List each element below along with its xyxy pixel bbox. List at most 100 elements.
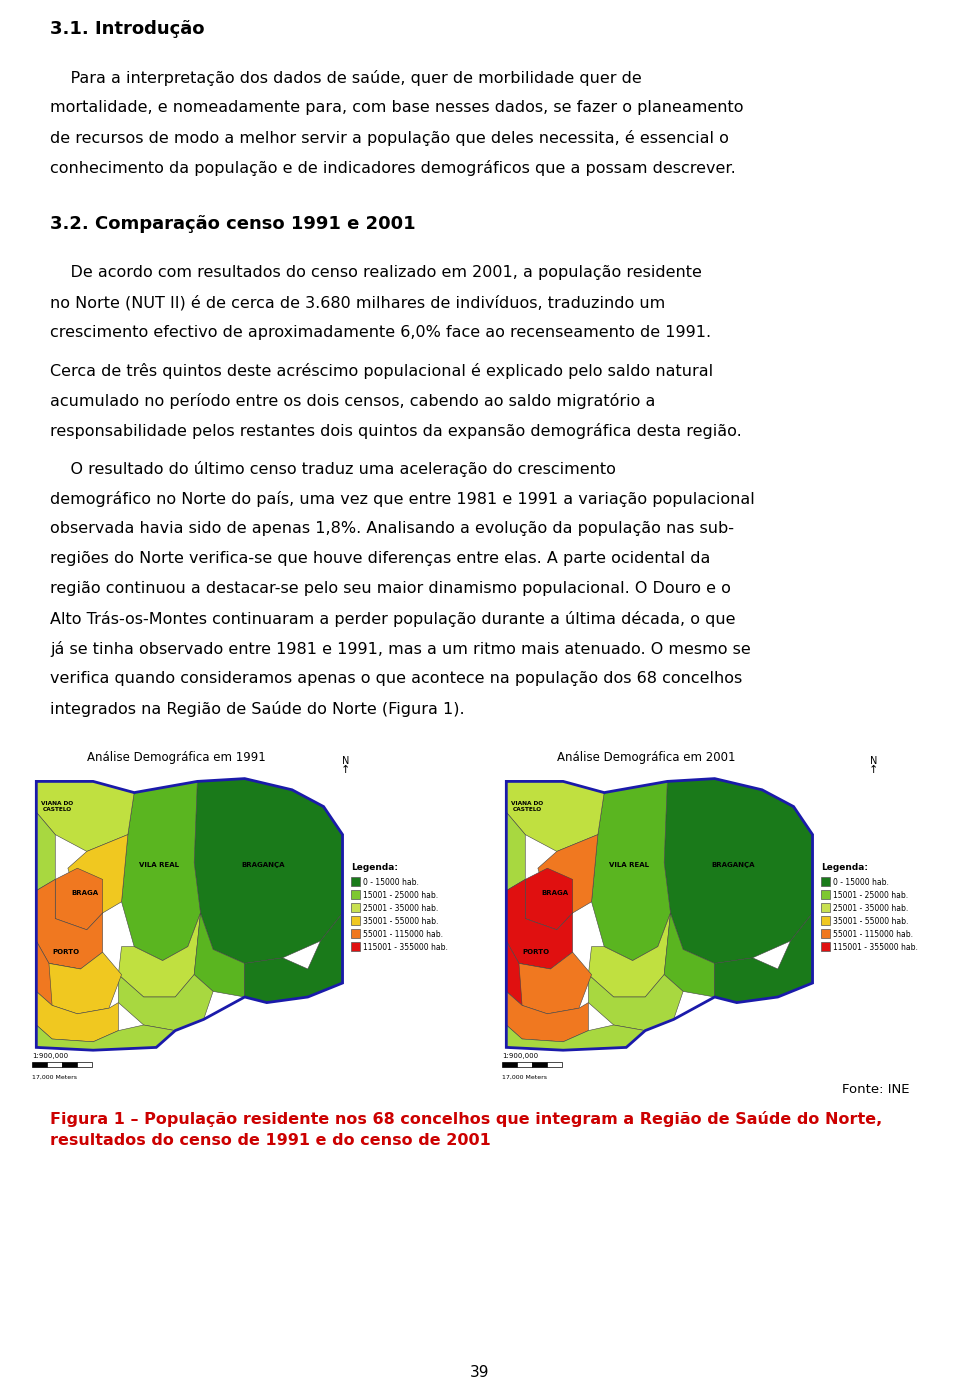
Text: 35001 - 55000 hab.: 35001 - 55000 hab. bbox=[363, 917, 438, 926]
Polygon shape bbox=[506, 812, 525, 891]
Text: crescimento efectivo de aproximadamente 6,0% face ao recenseamento de 1991.: crescimento efectivo de aproximadamente … bbox=[50, 325, 711, 341]
Polygon shape bbox=[36, 781, 134, 852]
Bar bbox=[350, 890, 360, 899]
Polygon shape bbox=[49, 952, 122, 1013]
Polygon shape bbox=[506, 1024, 645, 1051]
Polygon shape bbox=[538, 834, 598, 913]
Text: Figura 1 – População residente nos 68 concelhos que integram a Região de Saúde d: Figura 1 – População residente nos 68 co… bbox=[50, 1111, 882, 1127]
Polygon shape bbox=[506, 941, 550, 1005]
Text: VILA REAL: VILA REAL bbox=[610, 862, 649, 869]
Bar bbox=[350, 942, 360, 951]
Text: 0 - 15000 hab.: 0 - 15000 hab. bbox=[363, 878, 419, 887]
Text: ↑: ↑ bbox=[341, 765, 350, 776]
Bar bbox=[821, 877, 829, 885]
Text: Cerca de três quintos deste acréscimo populacional é explicado pelo saldo natura: Cerca de três quintos deste acréscimo po… bbox=[50, 363, 713, 379]
Text: 15001 - 25000 hab.: 15001 - 25000 hab. bbox=[363, 891, 438, 899]
Text: 15001 - 25000 hab.: 15001 - 25000 hab. bbox=[832, 891, 908, 899]
Polygon shape bbox=[122, 781, 201, 960]
Text: VIANA DO
CASTELO: VIANA DO CASTELO bbox=[40, 801, 73, 812]
Polygon shape bbox=[245, 913, 343, 1002]
Text: 115001 - 355000 hab.: 115001 - 355000 hab. bbox=[832, 942, 918, 952]
Polygon shape bbox=[118, 974, 213, 1030]
Text: VIANA DO
CASTELO: VIANA DO CASTELO bbox=[511, 801, 543, 812]
Text: ↑: ↑ bbox=[869, 765, 878, 776]
Text: acumulado no período entre os dois censos, cabendo ao saldo migratório a: acumulado no período entre os dois censo… bbox=[50, 393, 656, 409]
Text: já se tinha observado entre 1981 e 1991, mas a um ritmo mais atenuado. O mesmo s: já se tinha observado entre 1981 e 1991,… bbox=[50, 641, 751, 657]
Bar bbox=[821, 916, 829, 924]
Text: Alto Trás-os-Montes continuaram a perder população durante a última década, o qu: Alto Trás-os-Montes continuaram a perder… bbox=[50, 612, 735, 627]
Polygon shape bbox=[519, 952, 591, 1013]
Bar bbox=[62, 1062, 77, 1068]
Text: 115001 - 355000 hab.: 115001 - 355000 hab. bbox=[363, 942, 447, 952]
Text: 55001 - 115000 hab.: 55001 - 115000 hab. bbox=[363, 930, 443, 940]
Polygon shape bbox=[36, 941, 81, 1005]
Polygon shape bbox=[68, 834, 128, 913]
Text: BRAGA: BRAGA bbox=[72, 891, 99, 897]
Bar bbox=[517, 1062, 532, 1068]
Text: 1:900,000: 1:900,000 bbox=[32, 1054, 68, 1059]
Polygon shape bbox=[506, 781, 604, 852]
Text: VILA REAL: VILA REAL bbox=[139, 862, 180, 869]
Bar bbox=[821, 942, 829, 951]
Text: no Norte (NUT II) é de cerca de 3.680 milhares de indivíduos, traduzindo um: no Norte (NUT II) é de cerca de 3.680 mi… bbox=[50, 295, 665, 310]
Bar bbox=[821, 929, 829, 938]
Text: PORTO: PORTO bbox=[53, 949, 80, 955]
Text: conhecimento da população e de indicadores demográficos que a possam descrever.: conhecimento da população e de indicador… bbox=[50, 160, 735, 177]
Text: demográfico no Norte do país, uma vez que entre 1981 e 1991 a variação populacio: demográfico no Norte do país, uma vez qu… bbox=[50, 491, 755, 507]
Text: 39: 39 bbox=[470, 1365, 490, 1380]
Text: regiões do Norte verifica-se que houve diferenças entre elas. A parte ocidental : regiões do Norte verifica-se que houve d… bbox=[50, 550, 710, 566]
Bar bbox=[547, 1062, 562, 1068]
Polygon shape bbox=[714, 913, 812, 1002]
Bar bbox=[47, 1062, 62, 1068]
Polygon shape bbox=[588, 913, 670, 997]
Text: PORTO: PORTO bbox=[523, 949, 550, 955]
Text: Para a interpretação dos dados de saúde, quer de morbilidade quer de: Para a interpretação dos dados de saúde,… bbox=[50, 70, 641, 86]
Bar bbox=[821, 890, 829, 899]
Polygon shape bbox=[36, 1024, 176, 1051]
Bar bbox=[532, 1062, 547, 1068]
Polygon shape bbox=[664, 778, 812, 963]
Polygon shape bbox=[194, 913, 245, 997]
Polygon shape bbox=[36, 812, 56, 891]
Text: BRAGA: BRAGA bbox=[541, 891, 569, 897]
Polygon shape bbox=[56, 869, 103, 930]
Text: integrados na Região de Saúde do Norte (Figura 1).: integrados na Região de Saúde do Norte (… bbox=[50, 701, 465, 717]
Text: BRAGANÇA: BRAGANÇA bbox=[712, 862, 756, 869]
Text: N: N bbox=[870, 756, 877, 766]
Polygon shape bbox=[36, 991, 118, 1041]
Text: mortalidade, e nomeadamente para, com base nesses dados, se fazer o planeamento: mortalidade, e nomeadamente para, com ba… bbox=[50, 100, 743, 115]
Text: resultados do censo de 1991 e do censo de 2001: resultados do censo de 1991 e do censo d… bbox=[50, 1133, 491, 1148]
Text: 17,000 Meters: 17,000 Meters bbox=[32, 1074, 77, 1080]
Text: responsabilidade pelos restantes dois quintos da expansão demográfica desta regi: responsabilidade pelos restantes dois qu… bbox=[50, 423, 742, 439]
Text: Fonte: INE: Fonte: INE bbox=[843, 1083, 910, 1095]
Text: 25001 - 35000 hab.: 25001 - 35000 hab. bbox=[363, 904, 438, 913]
Text: observada havia sido de apenas 1,8%. Analisando a evolução da população nas sub-: observada havia sido de apenas 1,8%. Ana… bbox=[50, 521, 734, 537]
Text: Análise Demográfica em 1991: Análise Demográfica em 1991 bbox=[87, 751, 266, 764]
Text: Legenda:: Legenda: bbox=[350, 863, 397, 872]
Polygon shape bbox=[36, 880, 103, 969]
Bar bbox=[350, 904, 360, 912]
Polygon shape bbox=[525, 869, 572, 930]
Text: região continuou a destacar-se pelo seu maior dinamismo populacional. O Douro e : região continuou a destacar-se pelo seu … bbox=[50, 581, 731, 596]
Bar bbox=[502, 1062, 517, 1068]
Text: verifica quando consideramos apenas o que acontece na população dos 68 concelhos: verifica quando consideramos apenas o qu… bbox=[50, 671, 742, 687]
Text: O resultado do último censo traduz uma aceleração do crescimento: O resultado do último censo traduz uma a… bbox=[50, 461, 616, 477]
Text: 25001 - 35000 hab.: 25001 - 35000 hab. bbox=[832, 904, 908, 913]
Polygon shape bbox=[588, 974, 684, 1030]
Polygon shape bbox=[591, 781, 670, 960]
Bar bbox=[350, 929, 360, 938]
Text: 3.2. Comparação censo 1991 e 2001: 3.2. Comparação censo 1991 e 2001 bbox=[50, 215, 416, 234]
Text: de recursos de modo a melhor servir a população que deles necessita, é essencial: de recursos de modo a melhor servir a po… bbox=[50, 131, 729, 146]
Bar bbox=[32, 1062, 47, 1068]
Polygon shape bbox=[506, 991, 588, 1041]
Bar bbox=[350, 916, 360, 924]
Text: N: N bbox=[342, 756, 349, 766]
Text: 17,000 Meters: 17,000 Meters bbox=[502, 1074, 547, 1080]
Bar bbox=[350, 877, 360, 885]
Text: 55001 - 115000 hab.: 55001 - 115000 hab. bbox=[832, 930, 913, 940]
Bar bbox=[77, 1062, 92, 1068]
Text: De acordo com resultados do censo realizado em 2001, a população residente: De acordo com resultados do censo realiz… bbox=[50, 265, 702, 279]
Text: 1:900,000: 1:900,000 bbox=[502, 1054, 539, 1059]
Text: 35001 - 55000 hab.: 35001 - 55000 hab. bbox=[832, 917, 908, 926]
Text: 3.1. Introdução: 3.1. Introdução bbox=[50, 19, 204, 38]
